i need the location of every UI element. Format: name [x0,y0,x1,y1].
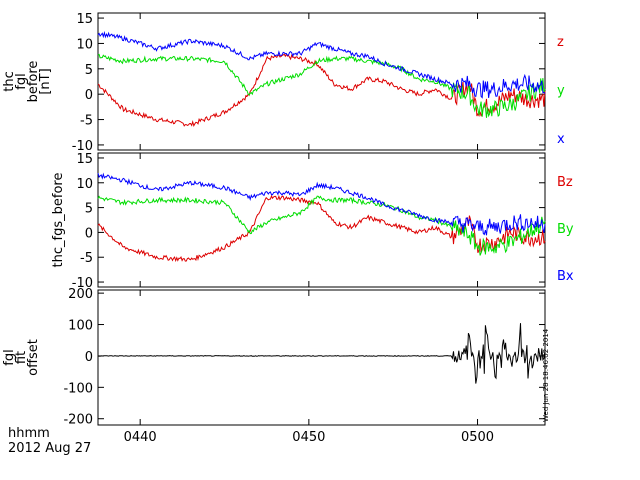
y-tick-label: 15 [76,152,93,167]
series-line-Bx [97,172,546,236]
y-tick-label: -10 [72,139,93,154]
y-tick-label: 200 [68,287,93,302]
y-axis-label: offset [26,339,41,376]
y-tick-label: 100 [68,319,93,334]
xaxis-label-line2: 2012 Aug 27 [8,441,91,456]
x-tick-label: 0440 [124,430,157,445]
y-tick-label: 0 [85,88,93,103]
series-line-Bz [97,194,546,263]
legend-entry-By: By [557,222,574,237]
y-tick-label: 0 [85,226,93,241]
timestamp: Wed Jun 28 18:46:02 2014 [542,328,550,422]
panel-frame [97,152,546,288]
y-axis-label: before [26,61,41,103]
series-line-y [97,53,546,118]
xaxis-label-line1: hhmm [8,426,50,441]
y-tick-label: -10 [72,276,93,291]
legend-entry-z: z [557,35,564,50]
y-axis-label: fit [14,351,29,364]
y-axis-label: [nT] [38,68,53,94]
series-line-x [97,30,546,99]
y-tick-label: 5 [85,63,93,78]
legend-entry-Bx: Bx [557,269,574,284]
series-line-z [97,53,546,128]
y-axis-label: thc [2,71,17,91]
panel-frame [97,12,546,151]
x-tick-label: 0450 [292,430,325,445]
y-tick-label: 0 [85,350,93,365]
y-tick-label: -5 [80,114,93,129]
y-axis-label: thc_fgs_before [51,173,66,268]
panel-middle: 15 10 5 0 -5 -10 thc_fgs_before Bz By Bx [51,152,574,291]
y-tick-label: 10 [76,177,93,192]
y-tick-label: 5 [85,202,93,217]
x-tick-label: 0500 [461,430,494,445]
series-line-offset [98,323,546,384]
legend-entry-y: y [557,84,565,99]
y-tick-label: -200 [63,413,93,428]
y-axis-label: fgl [2,349,17,365]
y-tick-label: -100 [63,381,93,396]
panel-frame [97,289,546,426]
series-line-By [97,195,546,256]
y-axis-label: fgl [14,73,29,89]
y-tick-label: -5 [80,251,93,266]
y-tick-label: 10 [76,37,93,52]
y-tick-label: 15 [76,12,93,27]
legend-entry-Bz: Bz [557,175,573,190]
legend-entry-x: x [557,132,565,147]
